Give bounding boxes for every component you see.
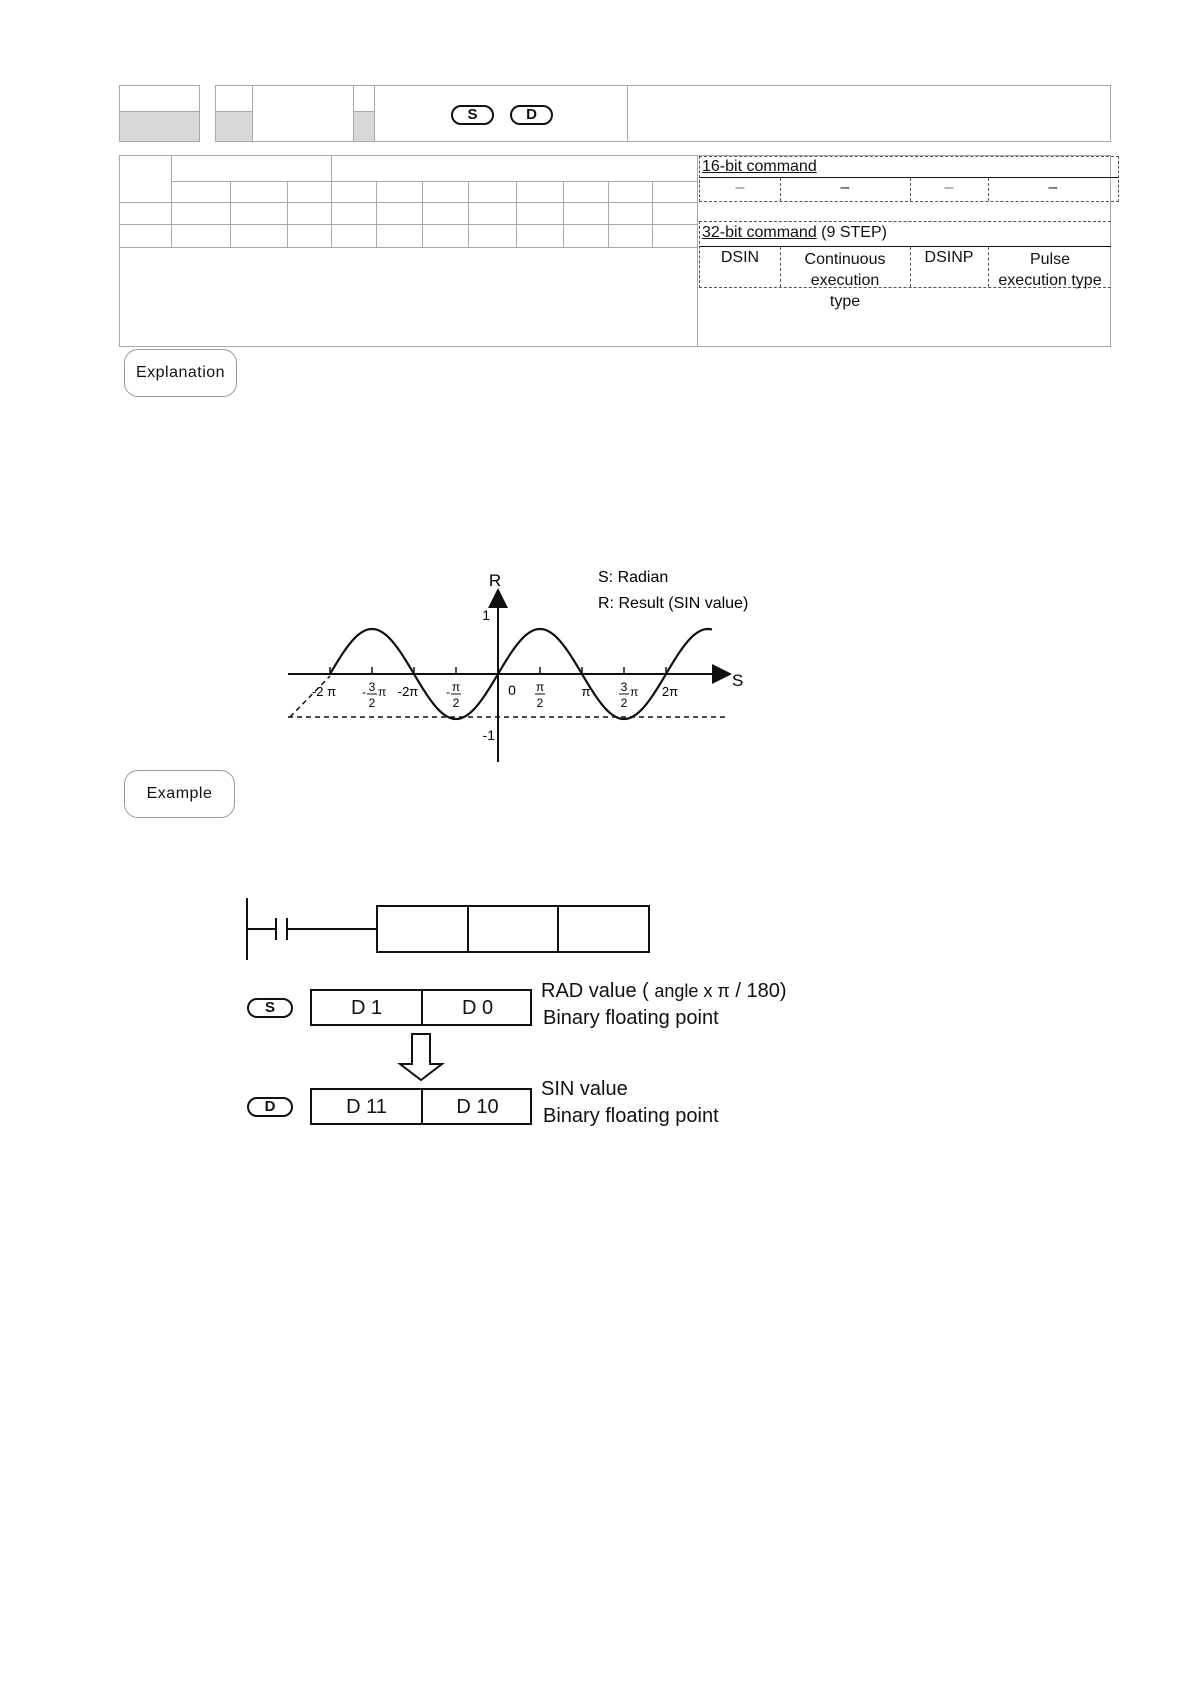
- cmd32-title: 32-bit command (9 STEP): [702, 224, 887, 242]
- operand-d-badge: D: [510, 105, 553, 125]
- x-tick-label: π: [630, 685, 638, 699]
- sine-curve: [329, 627, 713, 721]
- x-tick-label: -2π: [398, 684, 419, 699]
- cmd32-pulse-mnemonic: DSINP: [924, 249, 974, 266]
- cmd32-title-text: 32-bit command: [702, 224, 817, 241]
- y-tick-1: 1: [482, 607, 490, 623]
- d-operand-badge: D: [247, 1097, 293, 1117]
- d-register-box: D 11 D 10: [310, 1088, 532, 1125]
- cmd16-pulse-type: –: [1048, 179, 1058, 196]
- header-cell-function: [627, 85, 1111, 142]
- cmd32-section: 32-bit command (9 STEP) DSIN Continuous …: [699, 221, 1111, 310]
- device-table: [119, 155, 1111, 347]
- cmd32-continuous-label: Continuous execution type: [804, 251, 886, 310]
- header-cell-shaded: [120, 112, 199, 141]
- d-description-line1: SIN value: [541, 1078, 628, 1100]
- s-description-line2: Binary floating point: [543, 1007, 719, 1029]
- d-description-line2: Binary floating point: [543, 1105, 719, 1127]
- x-tick-label: -: [446, 685, 450, 699]
- x-tick-label: 2: [621, 696, 628, 710]
- example-button[interactable]: Example: [124, 770, 235, 818]
- operand-s-badge: S: [451, 105, 494, 125]
- x-tick-label: π: [582, 684, 591, 699]
- x-tick-label: π: [536, 680, 544, 694]
- x-tick-label: 3: [621, 680, 628, 694]
- legend-r: R: Result (SIN value): [598, 595, 748, 612]
- dashed-diagonal: [289, 675, 331, 718]
- down-arrow-icon: [397, 1033, 445, 1082]
- x-tick-label: -: [362, 685, 366, 699]
- x-tick-label: 2π: [662, 684, 678, 699]
- header-cell-api: [119, 85, 200, 142]
- x-tick-label: 2: [369, 696, 376, 710]
- cmd32-continuous-mnemonic: DSIN: [720, 249, 760, 266]
- cmd16-continuous-type: –: [840, 179, 850, 196]
- s-description-line1: RAD value ( angle x π / 180): [541, 980, 787, 1002]
- x-tick-label: 2: [453, 696, 460, 710]
- s-register-high: D 1: [350, 997, 383, 1019]
- instruction-box: [376, 905, 650, 953]
- s-operand-badge: S: [247, 998, 293, 1018]
- x-tick-label: 3: [369, 680, 376, 694]
- x-tick-label: π: [452, 680, 460, 694]
- explanation-button[interactable]: Explanation: [124, 349, 237, 397]
- x-tick-label: 2: [537, 696, 544, 710]
- cmd16-section: 16-bit command – – – –: [699, 156, 1119, 202]
- header-cell-shaded: [354, 112, 374, 141]
- d-register-high: D 11: [346, 1096, 387, 1118]
- cmd32-pulse-label: Pulse execution type: [998, 251, 1102, 289]
- s-register-low: D 0: [461, 997, 494, 1019]
- cmd32-steps: (9 STEP): [821, 224, 887, 241]
- d-register-low: D 10: [456, 1096, 499, 1118]
- x-tick-label: -2 π: [312, 684, 336, 699]
- y-axis-label: R: [489, 571, 501, 590]
- cmd16-continuous-mnemonic: –: [735, 179, 745, 196]
- x-tick-label: π: [378, 685, 386, 699]
- cmd16-title: 16-bit command: [702, 158, 817, 175]
- s-register-box: D 1 D 0: [310, 989, 532, 1026]
- device-grid: [120, 156, 697, 248]
- origin-label: 0: [508, 682, 516, 698]
- x-axis-label: S: [732, 671, 743, 690]
- y-tick-minus-1: -1: [483, 727, 496, 743]
- header-cell-shaded: [216, 112, 252, 141]
- legend-s: S: Radian: [598, 569, 668, 586]
- cmd16-pulse-mnemonic: –: [944, 179, 954, 196]
